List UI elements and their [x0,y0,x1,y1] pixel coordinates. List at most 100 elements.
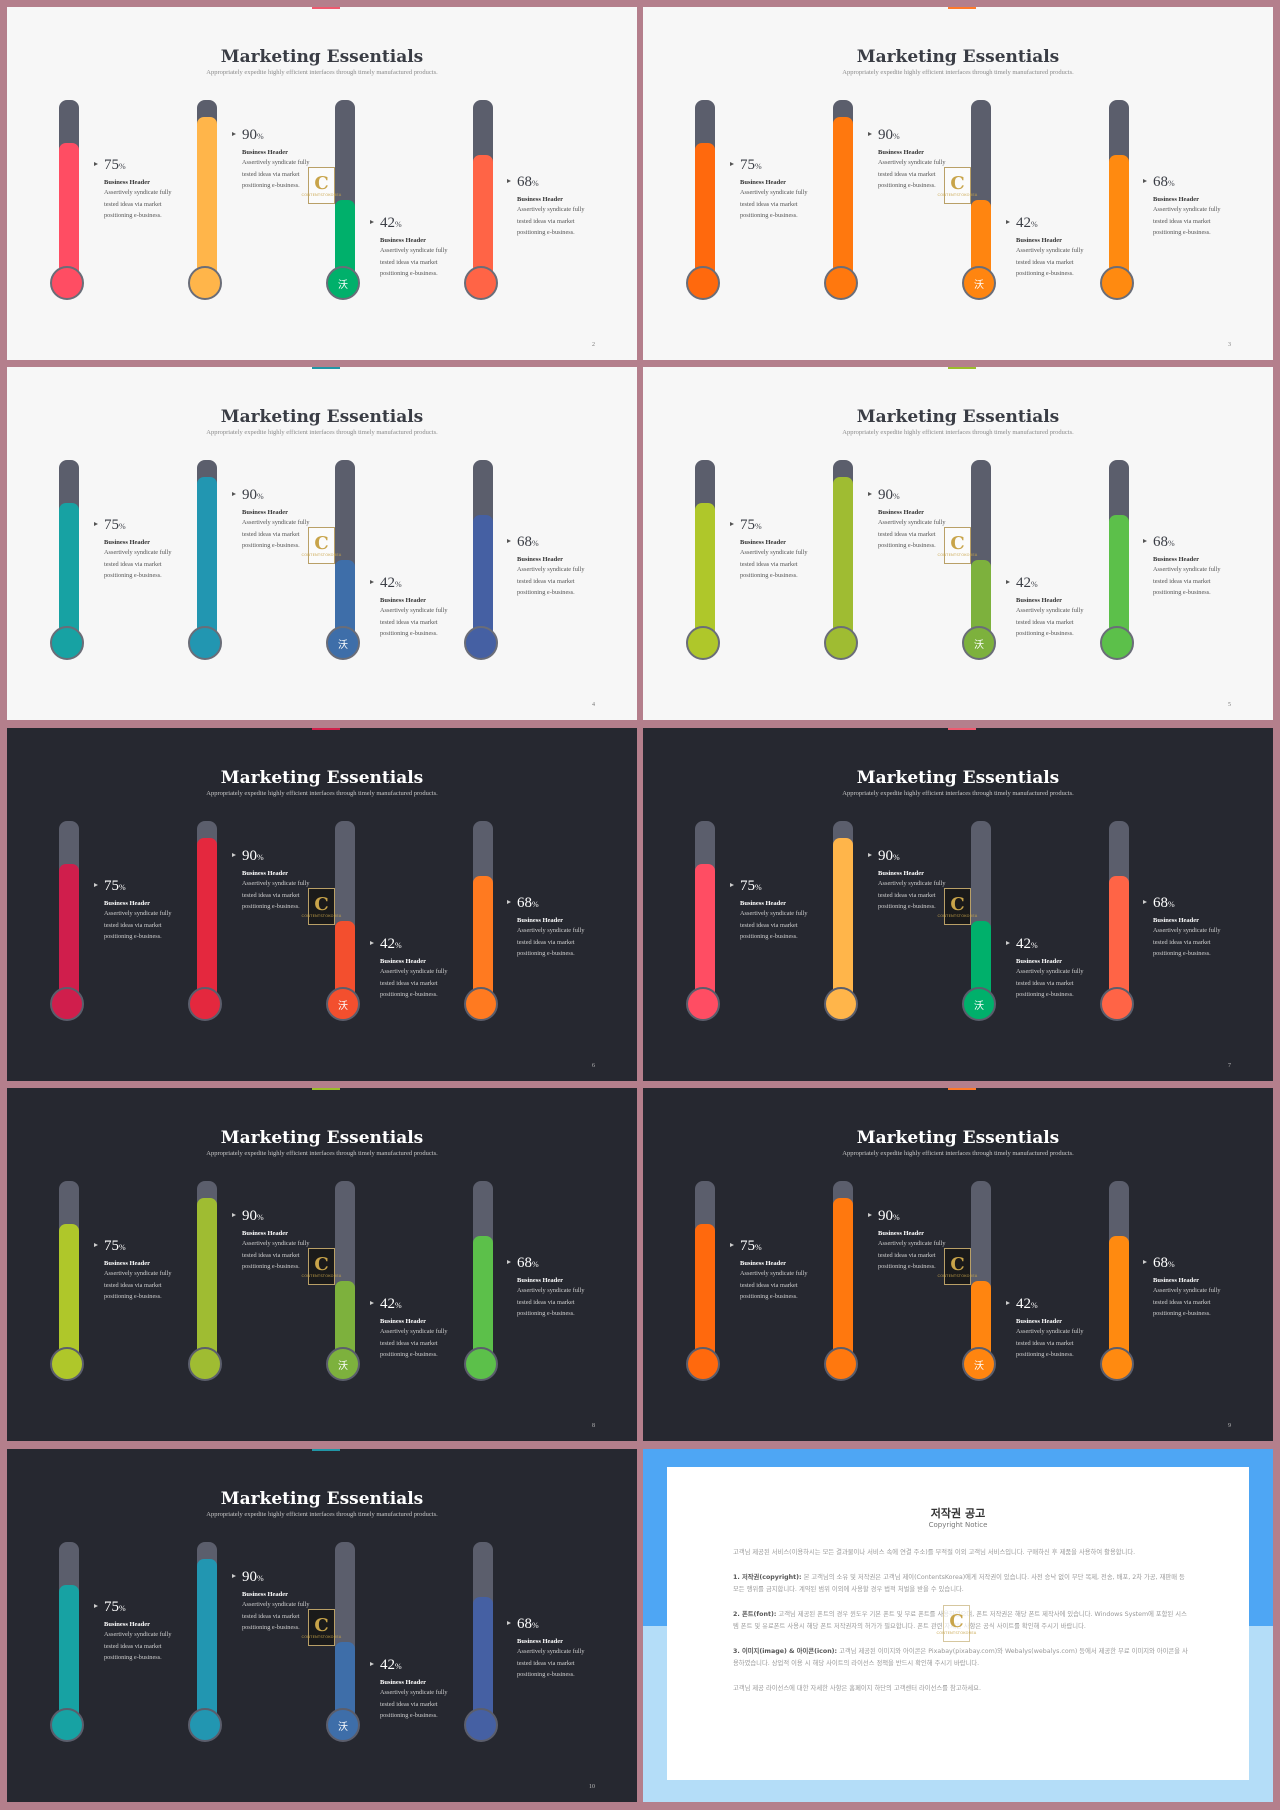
description-line: tested ideas via market [740,560,798,568]
percent-value: 68% [517,534,609,552]
annotation-1: 75% Business Header Assertively syndicate … [94,517,196,582]
copyright-title: 저작권 공고 [930,1507,986,1520]
watermark-letter: C [949,1611,964,1632]
description-line: Assertively syndicate fully [517,927,585,934]
thermometer-tube [197,460,217,632]
description-line: positioning e-business. [1016,991,1074,998]
slide-top-accent [948,728,976,730]
bulb-glyph: 沃 [974,279,984,291]
business-header: Business Header [1153,556,1200,563]
pointer-arrow-icon [730,522,734,526]
percent-unit: % [532,1621,539,1630]
slide-3: Marketing Essentials Appropriately expedi… [643,7,1273,360]
description-line: positioning e-business. [878,1263,936,1270]
description-line: Assertively syndicate fully [104,549,172,556]
thermometer-fill [59,864,79,993]
pointer-arrow-icon [94,1243,98,1247]
annotation-4: 68% Business Header Assertively syndicate … [507,174,609,239]
copyright-card: 저작권 공고 Copyright Notice 고객님 제공된 서비스(이용하시는 … [667,1467,1249,1780]
description-line: tested ideas via market [380,258,438,266]
description-line: tested ideas via market [104,200,162,208]
percent-number: 42 [380,1296,395,1312]
percent-value: 90% [878,1208,970,1226]
percent-value: 42% [380,575,472,593]
pointer-arrow-icon [1006,1301,1010,1305]
description-line: positioning e-business. [517,589,575,596]
slide-top-accent [312,1088,340,1090]
thermometer-fill [971,560,991,632]
thermometer-4 [1098,460,1138,670]
page-number: 7 [1228,1063,1231,1069]
annotation-4: 68% Business Header Assertively syndicate … [507,1255,609,1320]
slide-title: Marketing Essentials [220,407,424,427]
thermometer-bulb [50,266,84,300]
description-line: tested ideas via market [380,1700,438,1708]
annotation-1: 75% Business Header Assertively syndicate … [730,157,832,222]
bulb-glyph: 沃 [338,639,348,651]
percent-number: 68 [517,895,532,911]
percent-number: 75 [740,157,755,173]
thermometer-bulb [824,266,858,300]
thermometer-fill [197,1198,217,1353]
percent-number: 68 [517,1616,532,1632]
thermometer-bulb: 沃 [962,1347,996,1381]
percent-value: 90% [242,1208,334,1226]
bulb-glyph: 沃 [338,1721,348,1733]
percent-unit: % [755,1243,762,1252]
pointer-arrow-icon [507,539,511,543]
description-line: positioning e-business. [1153,589,1211,596]
percent-value: 75% [104,157,196,175]
copyright-outro: 고객님 제공 라이선스에 대한 자세한 사항은 홈페이지 하단의 고객센터 라이… [733,1684,981,1692]
description-line: positioning e-business. [104,572,162,579]
annotation-4: 68% Business Header Assertively syndicate … [507,534,609,599]
pointer-arrow-icon [370,941,374,945]
percent-unit: % [1031,220,1038,229]
percent-unit: % [119,883,126,892]
annotation-2: 90% Business Header Assertively syndicate … [232,848,334,913]
thermometer-bulb: 沃 [326,266,360,300]
thermometer-fill [695,1224,715,1353]
pointer-arrow-icon [94,1604,98,1608]
slide-9: Marketing Essentials Appropriately expedi… [643,1088,1273,1441]
slide-10: Marketing Essentials Appropriately expedi… [7,1449,637,1802]
description-line: Assertively syndicate fully [380,968,448,975]
business-header: Business Header [104,900,151,907]
thermometer-tube [473,821,493,993]
thermometer-tube [695,100,715,272]
percent-value: 75% [740,157,832,175]
pointer-arrow-icon [868,132,872,136]
thermometer-4 [462,1542,502,1752]
thermometer-bulb [824,987,858,1021]
business-header: Business Header [104,1260,151,1267]
copyright-section: 2. 폰트(font): 고객님 제공된 폰트의 경우 윈도우 기본 폰트 및 … [733,1609,1188,1634]
thermometer-bulb: 沃 [326,987,360,1021]
watermark-logo: C CONTENTSTOKOREA [302,167,341,204]
description-line: tested ideas via market [740,921,798,929]
percent-value: 68% [1153,534,1245,552]
thermometer-2 [822,460,862,670]
business-header: Business Header [1016,597,1063,604]
thermometer-fill [197,838,217,993]
percent-number: 75 [104,1599,119,1615]
percent-unit: % [395,580,402,589]
slide-5: Marketing Essentials Appropriately expedi… [643,367,1273,720]
page-number: 2 [592,342,595,348]
pointer-arrow-icon [507,900,511,904]
percent-number: 42 [1016,215,1031,231]
thermometer-bulb [1100,1347,1134,1381]
business-header: Business Header [104,179,151,186]
business-description: Assertively syndicate fully tested ideas … [517,564,609,599]
percent-value: 68% [517,895,609,913]
description-line: Assertively syndicate fully [242,159,310,166]
description-line: positioning e-business. [104,1654,162,1661]
thermometer-fill [971,1281,991,1353]
thermometer-tube [695,821,715,993]
thermometer-fill [833,117,853,272]
percent-number: 68 [1153,174,1168,190]
business-description: Assertively syndicate fully tested ideas … [740,1268,832,1303]
percent-value: 42% [1016,215,1108,233]
thermometer-4 [462,460,502,670]
page-number: 10 [589,1784,595,1790]
slide-subtitle: Appropriately expedite highly efficient … [842,1150,1074,1157]
percent-value: 68% [517,1616,609,1634]
